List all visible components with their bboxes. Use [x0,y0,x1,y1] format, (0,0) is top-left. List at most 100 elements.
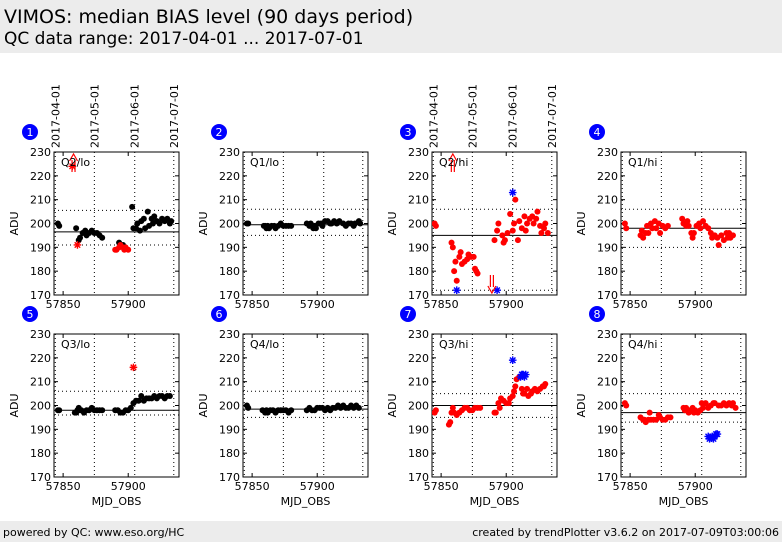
y-tick-label: 230 [30,146,51,159]
y-tick-label: 180 [30,265,51,278]
out-of-range-arrow-up [69,152,79,172]
y-tick-label: 210 [597,194,618,207]
data-series [54,363,173,416]
date-tick-label: 2017-05-01 [88,84,101,148]
y-tick-label: 220 [408,352,429,365]
data-point [538,230,545,237]
data-point [516,218,523,225]
x-tick-label: 57850 [235,298,270,311]
report-footer: powered by QC: www.eso.org/HC created by… [0,521,782,542]
panel-number-badge [22,306,38,322]
data-point [504,230,511,237]
data-point [684,218,691,225]
panel-label: Q2/lo [61,156,90,169]
data-point [512,196,519,203]
data-point [449,404,456,411]
x-tick-label: 57900 [678,480,713,493]
data-point [697,225,704,232]
panel-number-text: 6 [216,308,223,321]
data-point [705,225,712,232]
data-point [138,392,145,399]
y-tick-label: 230 [597,328,618,341]
data-point-star [508,188,517,197]
data-point [702,400,709,407]
x-axis-label: MJD_OBS [92,495,142,508]
y-tick-label: 180 [408,447,429,460]
y-axis-label: ADU [197,393,210,417]
data-point [168,218,175,225]
x-axis-label: MJD_OBS [470,495,520,508]
data-point [640,234,647,241]
panel-number-text: 8 [594,308,601,321]
date-tick-label: 2017-05-01 [466,84,479,148]
y-tick-label: 200 [219,400,240,413]
y-tick-label: 180 [30,447,51,460]
y-tick-label: 220 [30,352,51,365]
data-series [243,402,362,416]
data-point [664,222,671,229]
data-point [499,232,506,239]
y-tick-label: 170 [597,289,618,302]
data-point [495,400,502,407]
footer-powered-by: powered by QC: www.eso.org/HC [3,526,185,539]
data-point [645,230,652,237]
data-point [288,222,295,229]
y-tick-label: 230 [30,328,51,341]
data-point [125,246,132,253]
y-tick-label: 180 [597,447,618,460]
data-point [657,230,664,237]
data-point [521,213,528,220]
x-tick-label: 57900 [489,298,524,311]
data-point [56,222,63,229]
data-point [507,210,514,217]
panel-number-text: 3 [405,126,412,139]
y-tick-label: 220 [408,170,429,183]
x-tick-label: 57900 [678,298,713,311]
y-tick-label: 200 [30,400,51,413]
data-point [288,407,295,414]
y-tick-label: 190 [219,241,240,254]
y-tick-label: 190 [408,241,429,254]
x-tick-label: 57900 [300,298,335,311]
data-point [646,409,653,416]
data-point [715,241,722,248]
data-point [56,407,63,414]
y-tick-label: 170 [408,471,429,484]
y-tick-label: 190 [219,423,240,436]
data-point [700,218,707,225]
data-point [530,220,537,227]
chart-panel-4: 170 180 190 200 210 220 230 57850 57900 ADU 4 Q1/hi [575,124,747,311]
x-tick-label: 57900 [300,480,335,493]
data-point [621,220,628,227]
y-tick-label: 200 [597,218,618,231]
data-series [432,188,551,295]
panel-number-text: 1 [27,126,34,139]
y-tick-label: 210 [219,376,240,389]
report-subtitle: QC data range: 2017-04-01 ... 2017-07-01 [4,29,364,49]
chart-panel-2: 170 180 190 200 210 220 230 57850 57900 ADU 2 Q1/lo [197,124,369,311]
data-point [77,234,84,241]
data-point [245,220,252,227]
data-point [432,407,439,414]
out-of-range-arrow-up [448,152,458,172]
y-tick-label: 170 [408,289,429,302]
data-point-star [493,286,501,295]
y-tick-label: 190 [408,423,429,436]
panel-label: Q1/lo [250,156,279,169]
data-point [511,220,518,227]
panel-number-badge [589,306,605,322]
plot-frame [431,151,558,296]
data-point-star [713,430,722,438]
y-tick-label: 170 [219,471,240,484]
data-point [623,402,630,409]
data-point [474,270,481,277]
y-tick-label: 220 [30,170,51,183]
panel-label: Q3/hi [439,338,468,351]
date-tick-label: 2017-04-01 [49,84,62,148]
y-tick-label: 220 [219,352,240,365]
y-tick-label: 230 [408,328,429,341]
panel-number-badge [211,306,227,322]
y-tick-label: 210 [408,194,429,207]
data-point [729,232,736,239]
y-tick-label: 210 [597,376,618,389]
